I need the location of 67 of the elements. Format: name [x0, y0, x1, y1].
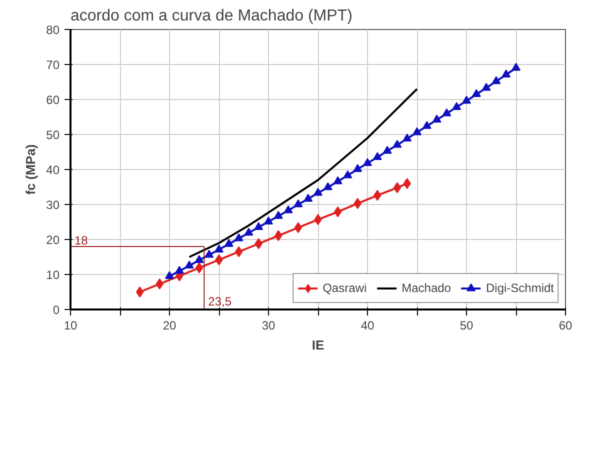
- point: [343, 170, 352, 178]
- y-axis-title: fc (MPa): [23, 144, 38, 195]
- y-tick-label: 70: [46, 58, 60, 72]
- point: [214, 244, 224, 252]
- legend-label: Machado: [402, 281, 451, 295]
- point: [334, 206, 342, 218]
- point: [512, 62, 520, 71]
- point: [402, 134, 412, 142]
- point: [195, 262, 204, 274]
- point: [304, 194, 313, 202]
- x-axis-title: IE: [312, 338, 324, 352]
- point: [284, 205, 293, 214]
- point: [244, 228, 254, 236]
- point: [234, 233, 244, 242]
- point: [294, 199, 303, 208]
- ref-line-label: 18: [74, 234, 88, 248]
- point: [393, 182, 402, 194]
- y-tick-label: 40: [46, 163, 60, 177]
- y-tick-label: 80: [46, 23, 60, 37]
- point: [392, 140, 402, 148]
- point: [314, 188, 322, 196]
- point: [224, 238, 234, 247]
- point: [372, 152, 382, 160]
- point: [323, 182, 332, 190]
- x-tick-label: 60: [558, 318, 572, 332]
- point: [165, 271, 174, 280]
- point: [442, 108, 452, 116]
- point: [492, 76, 501, 84]
- y-tick-label: 50: [46, 128, 60, 142]
- y-tick-label: 60: [46, 93, 60, 107]
- y-tick-label: 30: [46, 198, 60, 212]
- x-tick-label: 30: [262, 318, 276, 332]
- legend-label: Qasrawi: [322, 281, 367, 295]
- x-tick-label: 40: [360, 318, 374, 332]
- point: [502, 70, 511, 78]
- point: [412, 127, 422, 136]
- x-tick-label: 50: [460, 318, 474, 332]
- point: [482, 82, 491, 91]
- point: [452, 102, 462, 110]
- chart-title: acordo com a curva de Machado (MPT): [70, 8, 352, 24]
- point: [432, 114, 442, 123]
- point: [274, 210, 283, 219]
- ref-line-label: 23,5: [208, 294, 232, 308]
- x-tick-label: 10: [64, 318, 78, 332]
- point: [234, 246, 243, 258]
- legend-label: Digi-Schmidt: [486, 281, 554, 295]
- point: [462, 96, 471, 104]
- point: [194, 255, 204, 263]
- point: [184, 260, 194, 269]
- point: [174, 266, 184, 274]
- point: [136, 286, 144, 298]
- x-tick-label: 20: [162, 318, 176, 332]
- point: [382, 146, 392, 154]
- point: [333, 176, 342, 184]
- point: [472, 89, 481, 98]
- y-tick-label: 10: [46, 268, 60, 282]
- point: [204, 250, 214, 258]
- point: [254, 222, 264, 230]
- point: [403, 178, 411, 189]
- point: [363, 158, 372, 166]
- point: [353, 164, 362, 172]
- y-tick-label: 20: [46, 233, 60, 247]
- y-tick-label: 0: [52, 303, 60, 317]
- point: [264, 216, 273, 224]
- line-series: [188, 88, 418, 258]
- point: [422, 120, 432, 129]
- point: [294, 222, 302, 234]
